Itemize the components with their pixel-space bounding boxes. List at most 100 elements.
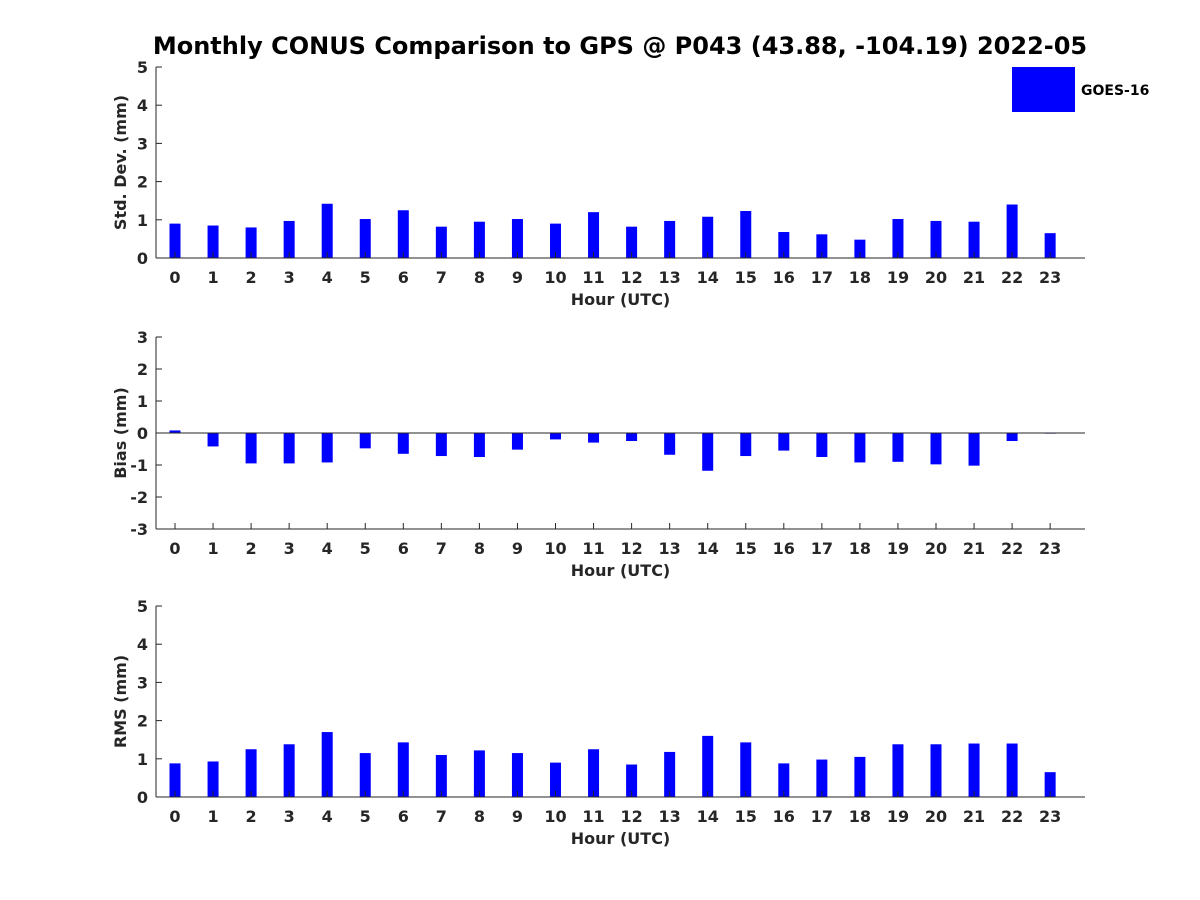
std-dev-x-tick-label: 18: [849, 268, 871, 287]
bias-y-tick-label: 3: [137, 328, 148, 347]
bias-x-tick-label: 21: [963, 539, 985, 558]
bias-bar-hour-14: [702, 433, 714, 471]
std-dev-bar-hour-5: [359, 219, 371, 258]
rms-y-tick-label: 1: [137, 750, 148, 769]
std-dev-x-tick-label: 16: [773, 268, 795, 287]
bias-x-tick-label: 17: [811, 539, 833, 558]
bias-bar-hour-12: [626, 433, 638, 441]
bias-x-axis-label: Hour (UTC): [571, 561, 671, 580]
std-dev-x-tick-label: 11: [582, 268, 604, 287]
bias-bar-hour-11: [588, 433, 600, 443]
std-dev-bar-hour-1: [207, 225, 219, 258]
rms-bar-hour-16: [778, 763, 790, 797]
bias-x-tick-label: 0: [169, 539, 180, 558]
rms-x-tick-label: 3: [284, 807, 295, 826]
rms-bar-hour-0: [169, 763, 181, 797]
bias-bar-hour-7: [435, 433, 447, 457]
rms-x-tick-label: 10: [544, 807, 566, 826]
std-dev-y-tick-label: 5: [137, 58, 148, 77]
std-dev-x-tick-label: 8: [474, 268, 485, 287]
bias-bar-hour-8: [473, 433, 485, 457]
std-dev-bar-hour-8: [473, 221, 485, 258]
bias-bar-hour-9: [511, 433, 523, 450]
std-dev-bar-hour-22: [1006, 204, 1018, 258]
rms-bar-hour-17: [816, 759, 828, 797]
bias-bar-hour-0: [169, 430, 181, 433]
legend-swatch: [1012, 67, 1075, 112]
std-dev-x-tick-label: 14: [697, 268, 719, 287]
rms-bar-hour-3: [283, 744, 295, 797]
std-dev-bar-hour-11: [588, 212, 600, 258]
std-dev-bar-hour-12: [626, 226, 638, 258]
bias-bar-hour-3: [283, 433, 295, 464]
rms-bar-hour-14: [702, 735, 714, 797]
bias-x-tick-label: 13: [659, 539, 681, 558]
std-dev-bar-hour-18: [854, 239, 866, 258]
rms-bar-hour-5: [359, 753, 371, 797]
std-dev-bar-hour-13: [664, 220, 676, 258]
rms-bar-hour-4: [321, 732, 333, 797]
std-dev-bar-hour-23: [1044, 233, 1056, 258]
rms-x-tick-label: 12: [620, 807, 642, 826]
rms-x-tick-label: 18: [849, 807, 871, 826]
rms-x-tick-label: 8: [474, 807, 485, 826]
rms-x-tick-label: 23: [1039, 807, 1061, 826]
rms-x-tick-label: 11: [582, 807, 604, 826]
bias-x-tick-label: 12: [620, 539, 642, 558]
rms-bar-hour-1: [207, 761, 219, 797]
bias-x-tick-label: 20: [925, 539, 947, 558]
bias-x-tick-label: 3: [284, 539, 295, 558]
rms-x-tick-label: 20: [925, 807, 947, 826]
bias-y-tick-label: 2: [137, 360, 148, 379]
rms-bar-hour-21: [968, 743, 980, 797]
std-dev-bar-hour-6: [397, 210, 409, 258]
bias-x-tick-label: 11: [582, 539, 604, 558]
std-dev-bar-hour-7: [435, 226, 447, 258]
rms-bar-hour-9: [511, 753, 523, 797]
bias-bar-hour-19: [892, 433, 904, 462]
bias-y-tick-label: 0: [137, 424, 148, 443]
rms-x-tick-label: 5: [360, 807, 371, 826]
bias-y-tick-label: -2: [130, 488, 148, 507]
rms-y-tick-label: 0: [137, 788, 148, 807]
rms-bar-hour-15: [740, 742, 752, 797]
bias-x-tick-label: 5: [360, 539, 371, 558]
std-dev-x-tick-label: 22: [1001, 268, 1023, 287]
rms-x-tick-label: 15: [735, 807, 757, 826]
bias-bar-hour-1: [207, 433, 219, 447]
std-dev-bar-hour-4: [321, 203, 333, 258]
rms-x-tick-label: 7: [436, 807, 447, 826]
std-dev-x-tick-label: 5: [360, 268, 371, 287]
std-dev-bar-hour-14: [702, 216, 714, 258]
rms-x-tick-label: 21: [963, 807, 985, 826]
rms-bar-hour-19: [892, 744, 904, 797]
bias-x-tick-label: 6: [398, 539, 409, 558]
bias-x-tick-label: 1: [207, 539, 218, 558]
bias-x-tick-label: 7: [436, 539, 447, 558]
rms-y-tick-label: 4: [137, 635, 148, 654]
rms-x-tick-label: 9: [512, 807, 523, 826]
std-dev-x-tick-label: 7: [436, 268, 447, 287]
bias-y-tick-label: -1: [130, 456, 148, 475]
std-dev-x-tick-label: 1: [207, 268, 218, 287]
std-dev-x-tick-label: 3: [284, 268, 295, 287]
std-dev-x-tick-label: 13: [659, 268, 681, 287]
rms-bar-hour-23: [1044, 772, 1056, 797]
rms-x-tick-label: 22: [1001, 807, 1023, 826]
std-dev-bar-hour-0: [169, 223, 181, 258]
bias-bar-hour-17: [816, 433, 828, 457]
std-dev-y-axis-label: Std. Dev. (mm): [111, 95, 130, 230]
rms-bar-hour-22: [1006, 743, 1018, 797]
bias-x-tick-label: 10: [544, 539, 566, 558]
rms-x-tick-label: 6: [398, 807, 409, 826]
rms-bar-hour-6: [397, 742, 409, 797]
rms-bar-hour-8: [473, 750, 485, 797]
bias-x-tick-label: 16: [773, 539, 795, 558]
rms-x-tick-label: 4: [322, 807, 333, 826]
chart-title: Monthly CONUS Comparison to GPS @ P043 (…: [153, 32, 1087, 60]
std-dev-bar-hour-9: [511, 219, 523, 258]
std-dev-bar-hour-21: [968, 221, 980, 258]
rms-y-tick-label: 2: [137, 712, 148, 731]
std-dev-bar-hour-17: [816, 234, 828, 258]
bias-bar-hour-4: [321, 433, 333, 463]
